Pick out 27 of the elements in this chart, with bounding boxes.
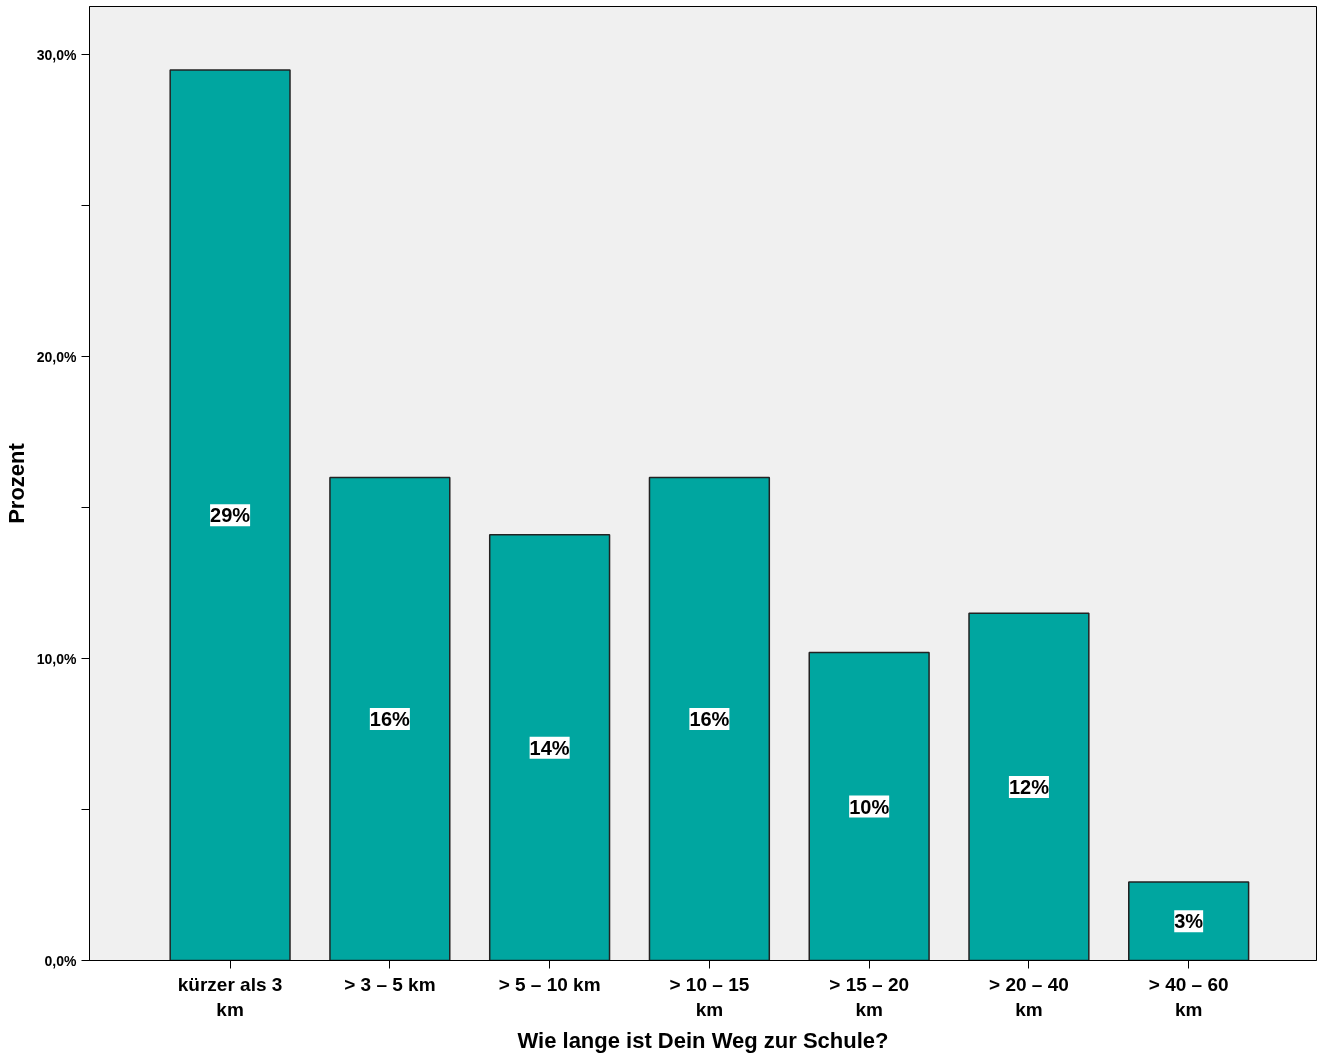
x-tick-label: > 5 – 10 km [498,973,601,995]
bar [329,476,451,961]
x-tick-label: > 15 – 20 km [829,973,910,1020]
x-axis-title: Wie lange ist Dein Weg zur Schule? [517,1027,889,1053]
bar [1128,881,1250,961]
x-tick-label: kürzer als 3 km [177,973,283,1020]
y-tick-label: 10,0% [36,650,78,667]
x-tick-label: > 20 – 40 km [989,973,1069,1020]
data-label: 14% [529,736,570,759]
data-label: 12% [1008,775,1050,798]
y-tick-label: 30,0% [36,46,78,63]
data-label: 3% [1174,910,1204,933]
data-label: 16% [689,707,730,730]
y-axis-title: Prozent [3,442,29,524]
x-tick-label: > 3 – 5 km [344,973,436,995]
data-label: 16% [369,707,411,730]
bar [968,612,1090,961]
bar [648,476,771,961]
data-label: 29% [210,504,251,527]
bar [169,69,291,961]
y-tick-label: 0,0% [44,952,78,969]
y-tick-label: 20,0% [36,348,78,365]
data-label: 10% [849,795,890,818]
bar [808,651,930,961]
x-tick-label: > 10 – 15 km [669,973,750,1020]
bar [488,534,611,961]
x-tick-label: > 40 – 60 km [1148,973,1229,1020]
